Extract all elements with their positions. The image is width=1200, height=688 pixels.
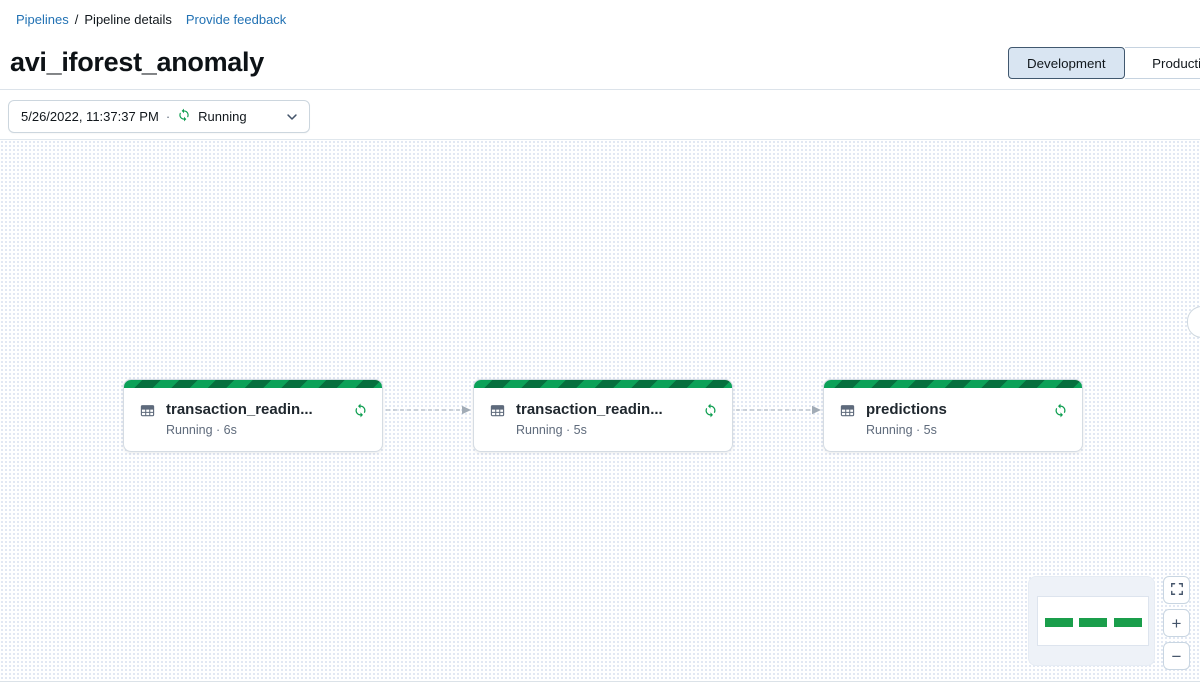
sync-icon bbox=[177, 108, 191, 125]
node-title: transaction_readin... bbox=[516, 401, 663, 418]
breadcrumb-pipelines-link[interactable]: Pipelines bbox=[16, 12, 69, 27]
zoom-out-button[interactable]: − bbox=[1163, 642, 1190, 670]
table-icon bbox=[140, 403, 155, 418]
run-status-label: Running bbox=[198, 109, 247, 124]
breadcrumb: Pipelines / Pipeline details Provide fee… bbox=[16, 12, 286, 27]
table-icon bbox=[840, 403, 855, 418]
node-title: predictions bbox=[866, 401, 947, 418]
breadcrumb-separator: / bbox=[74, 12, 79, 27]
plus-icon: + bbox=[1171, 613, 1182, 633]
node-status: Running · 5s bbox=[866, 423, 937, 437]
node-status: Running · 6s bbox=[166, 423, 237, 437]
pipeline-node[interactable]: predictions Running · 5s bbox=[823, 379, 1083, 452]
minimap-node-mark bbox=[1079, 618, 1107, 627]
node-status: Running · 5s bbox=[516, 423, 587, 437]
run-selector-separator: · bbox=[165, 109, 171, 124]
run-selector-dropdown[interactable]: 5/26/2022, 11:37:37 PM · Running bbox=[8, 100, 310, 133]
production-mode-button[interactable]: Production bbox=[1124, 47, 1200, 79]
minus-icon: − bbox=[1171, 646, 1182, 666]
pipeline-node[interactable]: transaction_readin... Running · 6s bbox=[123, 379, 383, 452]
refresh-icon bbox=[1053, 403, 1068, 418]
refresh-icon bbox=[703, 403, 718, 418]
environment-mode-toggle: Development Production bbox=[1008, 47, 1200, 79]
header-divider bbox=[0, 89, 1200, 90]
right-panel-toggle-handle[interactable] bbox=[1187, 306, 1200, 338]
running-progress-stripe bbox=[824, 380, 1082, 388]
fullscreen-icon bbox=[1170, 582, 1184, 599]
chevron-down-icon bbox=[285, 110, 299, 124]
table-icon bbox=[490, 403, 505, 418]
edge-arrow bbox=[386, 405, 471, 415]
zoom-in-button[interactable]: + bbox=[1163, 609, 1190, 637]
run-timestamp: 5/26/2022, 11:37:37 PM bbox=[21, 109, 159, 124]
refresh-icon bbox=[353, 403, 368, 418]
page-title: avi_iforest_anomaly bbox=[10, 47, 264, 77]
minimap-node-mark bbox=[1114, 618, 1142, 627]
breadcrumb-current: Pipeline details bbox=[84, 12, 172, 27]
edge-arrow bbox=[736, 405, 821, 415]
running-progress-stripe bbox=[124, 380, 382, 388]
graph-minimap[interactable] bbox=[1028, 576, 1155, 666]
fit-to-screen-button[interactable] bbox=[1163, 576, 1190, 604]
provide-feedback-link[interactable]: Provide feedback bbox=[185, 12, 287, 27]
development-mode-button[interactable]: Development bbox=[1008, 47, 1125, 79]
running-progress-stripe bbox=[474, 380, 732, 388]
minimap-node-mark bbox=[1045, 618, 1073, 627]
minimap-viewport bbox=[1037, 596, 1149, 646]
node-title: transaction_readin... bbox=[166, 401, 313, 418]
pipeline-node[interactable]: transaction_readin... Running · 5s bbox=[473, 379, 733, 452]
pipeline-graph-canvas[interactable]: transaction_readin... Running · 6s tr bbox=[0, 139, 1200, 682]
